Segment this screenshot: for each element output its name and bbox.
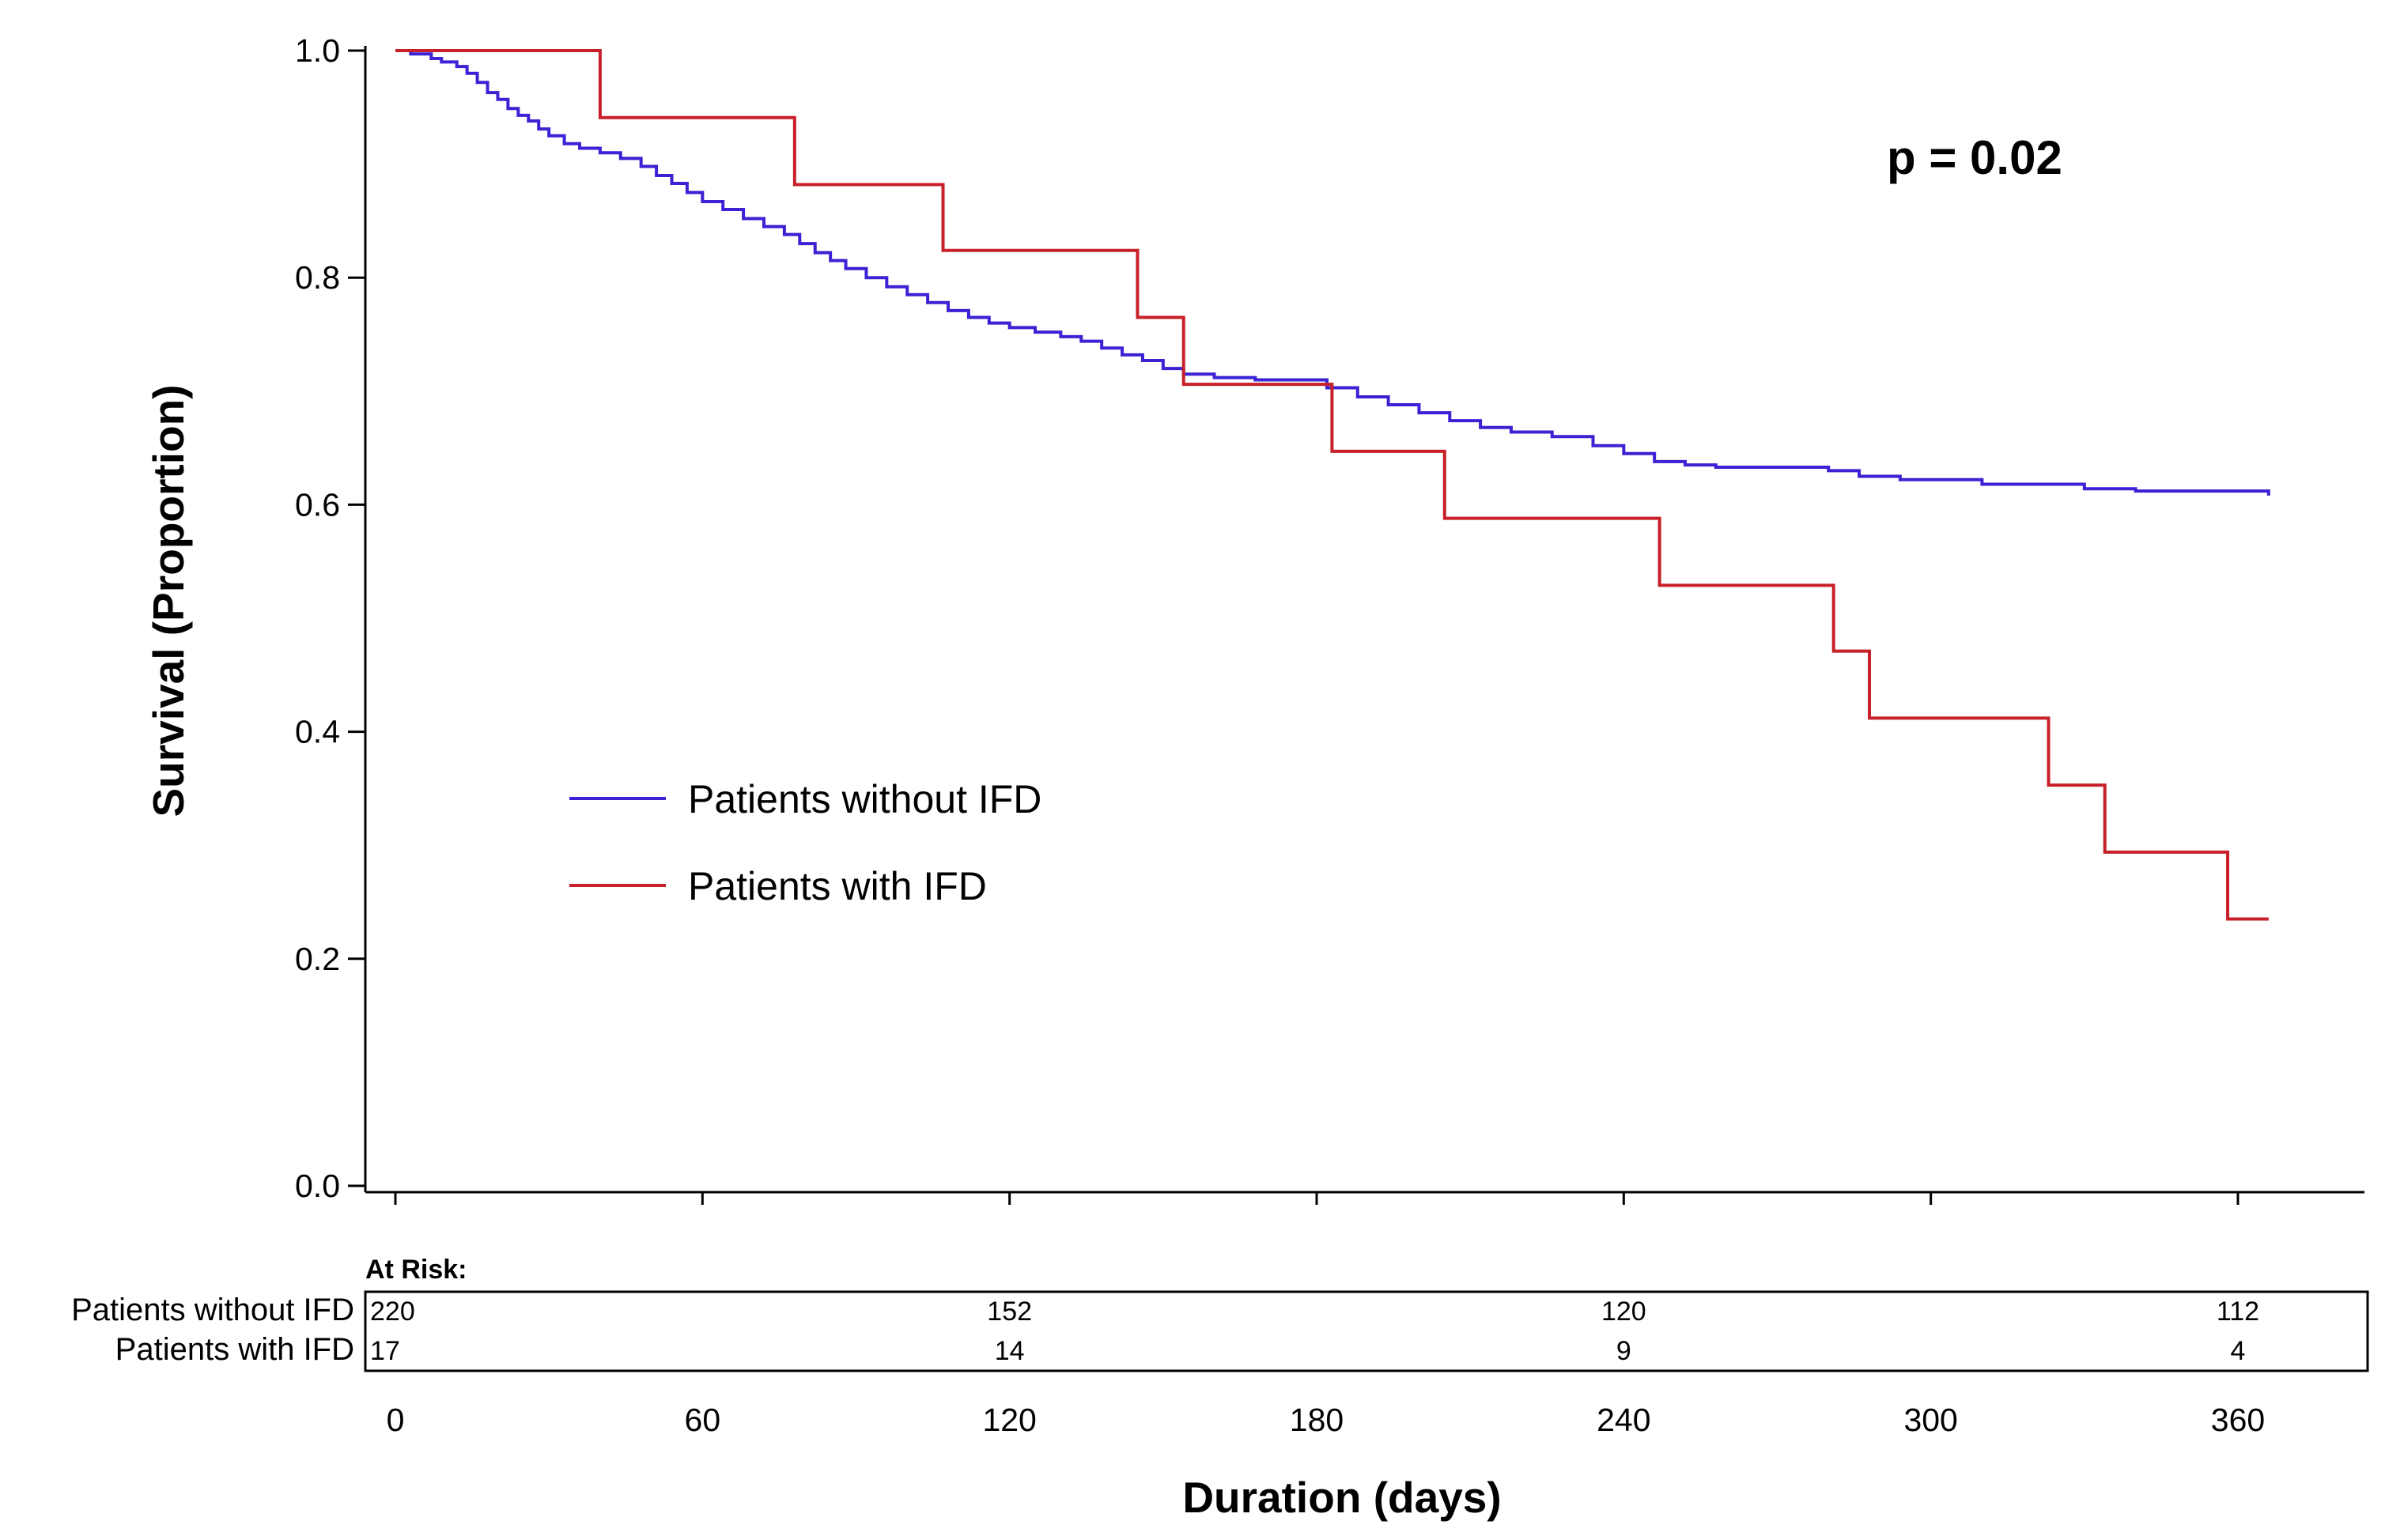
- y-tick-label: 0.8: [295, 259, 340, 296]
- y-axis-title: Survival (Proportion): [144, 385, 193, 817]
- y-tick-label: 0.2: [295, 941, 340, 977]
- at-risk-count: 14: [995, 1336, 1025, 1366]
- y-tick-label: 0.4: [295, 714, 340, 750]
- x-tick-label: 240: [1597, 1402, 1650, 1438]
- at-risk-row-label: Patients without IFD: [71, 1293, 354, 1327]
- at-risk-count: 120: [1601, 1297, 1646, 1327]
- at-risk-count: 112: [2217, 1297, 2259, 1327]
- at-risk-count: 152: [987, 1297, 1032, 1327]
- x-tick-label: 300: [1903, 1402, 1957, 1438]
- at-risk-box: [364, 1290, 2369, 1372]
- y-tick-label: 0.0: [295, 1168, 340, 1204]
- axes: [364, 46, 2364, 1194]
- series-layer: [395, 49, 2270, 921]
- y-tick-label: 1.0: [295, 32, 340, 69]
- at-risk-title: At Risk:: [365, 1255, 467, 1285]
- survival-curve-without-ifd: [395, 49, 2270, 496]
- x-tick-label: 0: [387, 1402, 405, 1438]
- y-tick-label: 0.6: [295, 486, 340, 523]
- x-tick-label: 60: [685, 1402, 721, 1438]
- legend-label: Patients with IFD: [688, 864, 987, 908]
- at-risk-count: 17: [370, 1336, 400, 1366]
- x-ticks: 0 60 120 180 240 300 360: [387, 1192, 2265, 1438]
- at-risk-count: 4: [2231, 1336, 2246, 1366]
- x-tick-label: 360: [2211, 1402, 2265, 1438]
- at-risk-row-label: Patients with IFD: [115, 1332, 354, 1367]
- at-risk-table: At Risk:: [364, 1255, 2369, 1372]
- at-risk-count: 220: [370, 1297, 415, 1327]
- y-ticks: 0.0 0.2 0.4 0.6 0.8 1.0: [295, 32, 365, 1204]
- at-risk-count: 9: [1616, 1336, 1631, 1366]
- legend: Patients without IFD Patients with IFD: [569, 777, 1041, 908]
- x-tick-label: 180: [1290, 1402, 1344, 1438]
- at-risk-rows: Patients without IFD 220 152 120 112 Patients…: [71, 1293, 2259, 1367]
- legend-label: Patients without IFD: [688, 777, 1041, 821]
- survival-curve-with-ifd: [395, 49, 2269, 921]
- x-tick-label: 120: [982, 1402, 1036, 1438]
- x-axis-title: Duration (days): [1182, 1473, 1501, 1522]
- p-value-annotation: p = 0.02: [1887, 131, 2062, 184]
